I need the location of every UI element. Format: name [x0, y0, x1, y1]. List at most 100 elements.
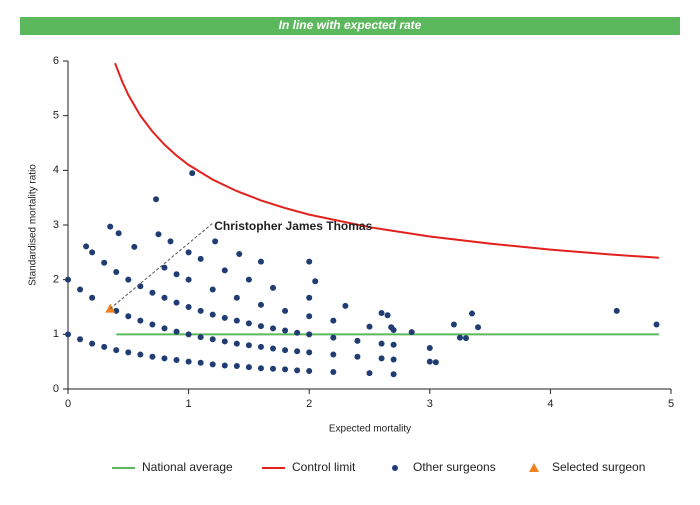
point [197, 359, 204, 366]
point [65, 276, 71, 283]
x-tick-label: 2 [306, 398, 312, 410]
y-tick-label: 5 [53, 110, 59, 122]
point [209, 336, 216, 343]
point [212, 238, 219, 245]
point [209, 286, 216, 293]
point [161, 294, 168, 301]
point [107, 223, 114, 230]
point [221, 338, 228, 345]
point [294, 367, 301, 374]
point [77, 286, 84, 293]
y-tick-label: 4 [53, 164, 59, 176]
point [354, 337, 361, 344]
point [469, 310, 476, 317]
point [257, 301, 264, 308]
point [282, 307, 289, 314]
point [257, 365, 264, 372]
legend-swatch [529, 463, 539, 472]
point [137, 283, 144, 290]
point [306, 331, 313, 338]
point [173, 357, 180, 364]
legend-swatch [392, 465, 398, 471]
series-line [114, 62, 660, 259]
point [270, 345, 277, 352]
point [378, 340, 385, 347]
x-tick-label: 0 [65, 398, 71, 410]
point [101, 343, 108, 350]
point [189, 170, 196, 177]
point [113, 269, 120, 276]
point [197, 334, 204, 341]
x-tick-label: 3 [427, 398, 433, 410]
point [408, 329, 415, 336]
point [653, 321, 660, 328]
point [236, 250, 243, 257]
point [354, 353, 361, 360]
y-tick-label: 3 [53, 219, 59, 231]
point [113, 347, 120, 354]
point [233, 294, 240, 301]
point [257, 343, 264, 350]
point [294, 348, 301, 355]
point [306, 367, 313, 374]
point [432, 359, 439, 366]
point [161, 325, 168, 332]
point [390, 341, 397, 348]
point [167, 238, 174, 245]
point [245, 276, 252, 283]
point [390, 371, 397, 378]
point [306, 294, 313, 301]
point [366, 323, 373, 330]
annotation: Christopher James Thomas [214, 219, 372, 233]
x-axis-label: Expected mortality [329, 424, 411, 435]
point [282, 347, 289, 354]
annotation-leader [109, 223, 213, 310]
point [270, 284, 277, 291]
point [282, 366, 289, 373]
legend-label: National average [142, 460, 233, 474]
point [115, 230, 122, 237]
legend-label: Other surgeons [413, 460, 496, 474]
point [155, 231, 162, 238]
point [161, 355, 168, 362]
point [185, 304, 192, 310]
point [185, 249, 192, 256]
point [197, 255, 204, 262]
point [426, 345, 433, 351]
chart-title: In line with expected rate [279, 18, 422, 32]
point [161, 264, 168, 271]
y-tick-label: 2 [53, 274, 59, 286]
point [89, 249, 96, 256]
point [233, 340, 240, 347]
point [462, 335, 469, 342]
legend-label: Control limit [292, 460, 356, 474]
y-tick-label: 6 [53, 55, 59, 67]
point [613, 307, 620, 314]
point [366, 370, 373, 377]
point [306, 258, 313, 265]
point [312, 278, 319, 285]
point [185, 358, 192, 365]
point [456, 334, 463, 341]
point [390, 356, 397, 363]
point [173, 271, 180, 278]
point [101, 259, 108, 266]
point [77, 336, 84, 343]
y-tick-label: 0 [53, 383, 59, 395]
point [197, 307, 204, 314]
point [89, 294, 96, 301]
point [330, 334, 337, 341]
point [149, 321, 156, 328]
point [257, 323, 264, 330]
point [378, 355, 385, 362]
point [270, 325, 277, 332]
point [388, 324, 395, 331]
point [209, 361, 216, 368]
point [233, 363, 240, 370]
point [294, 329, 301, 336]
point [137, 317, 144, 324]
point [245, 342, 252, 349]
x-tick-label: 5 [668, 398, 674, 410]
point [125, 313, 132, 320]
